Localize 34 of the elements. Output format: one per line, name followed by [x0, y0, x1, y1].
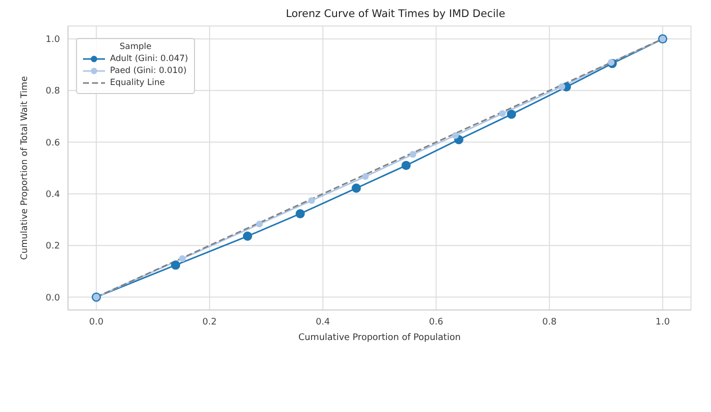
- point: [558, 83, 566, 90]
- point: [506, 110, 516, 119]
- point: [452, 132, 459, 139]
- y-axis-title: Cumulative Proportion of Total Wait Time: [20, 76, 30, 260]
- y-tick-label: 1.0: [46, 35, 60, 46]
- legend-label: Paed (Gini: 0.010): [110, 66, 187, 76]
- y-tick-label: 0.2: [46, 242, 60, 252]
- point: [608, 59, 615, 66]
- chart-title: Lorenz Curve of Wait Times by IMD Decile: [284, 8, 506, 20]
- point: [179, 255, 186, 262]
- y-tick-label: 0.4: [46, 190, 60, 200]
- point: [402, 160, 411, 170]
- x-tick-label: 0.2: [202, 317, 217, 328]
- x-tick-label: 0.8: [542, 317, 557, 328]
- y-tick-label: 0.8: [46, 86, 60, 97]
- point: [171, 260, 180, 270]
- point: [352, 184, 361, 193]
- y-tick-label: 0.6: [46, 138, 60, 148]
- x-tick-label: 0.0: [89, 317, 104, 328]
- x-tick-label: 0.4: [316, 317, 330, 328]
- legend-label: Equality Line: [110, 78, 165, 88]
- point: [256, 220, 263, 228]
- point: [308, 197, 315, 204]
- x-tick-label: 1.0: [656, 317, 670, 328]
- point: [296, 209, 305, 218]
- x-axis-title: Cumulative Proportion of Population: [298, 333, 461, 343]
- y-tick-label: 0.0: [46, 293, 60, 304]
- point: [499, 110, 506, 117]
- x-tick-label: 0.6: [428, 317, 444, 328]
- legend-title: Sample: [118, 42, 152, 52]
- point: [410, 150, 416, 158]
- point: [242, 232, 252, 241]
- legend-label: Adult (Gini: 0.047): [110, 54, 188, 64]
- point: [362, 173, 369, 180]
